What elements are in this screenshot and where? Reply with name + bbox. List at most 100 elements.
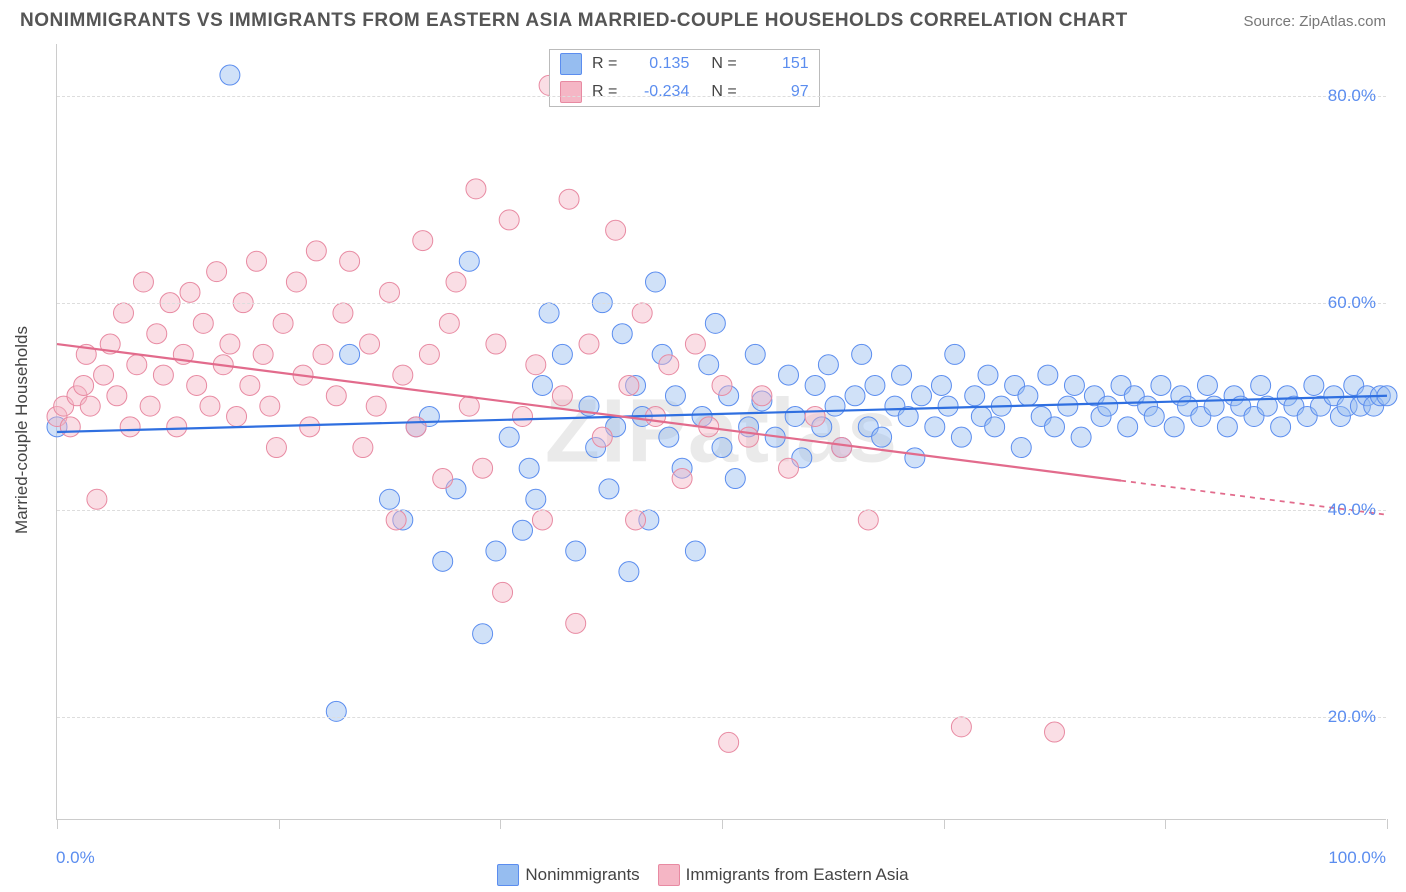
data-point <box>1271 417 1291 437</box>
data-point <box>539 303 559 323</box>
data-point <box>273 313 293 333</box>
data-point <box>566 541 586 561</box>
data-point <box>433 469 453 489</box>
data-point <box>253 344 273 364</box>
scatter-plot <box>57 44 1386 819</box>
data-point <box>87 489 107 509</box>
data-point <box>207 262 227 282</box>
data-point <box>951 427 971 447</box>
data-point <box>1064 375 1084 395</box>
data-point <box>745 344 765 364</box>
x-tick <box>57 819 58 829</box>
data-point <box>433 551 453 571</box>
data-point <box>1011 438 1031 458</box>
data-point <box>925 417 945 437</box>
data-point <box>360 334 380 354</box>
data-point <box>672 469 692 489</box>
data-point <box>446 272 466 292</box>
data-point <box>499 210 519 230</box>
data-point <box>180 282 200 302</box>
data-point <box>892 365 912 385</box>
data-point <box>532 375 552 395</box>
data-point <box>306 241 326 261</box>
y-tick-label: 60.0% <box>1328 293 1376 313</box>
y-axis-title: Married-couple Households <box>12 326 32 534</box>
stats-row: R =0.135N =151 <box>550 50 819 78</box>
data-point <box>353 438 373 458</box>
data-point <box>187 375 207 395</box>
data-point <box>80 396 100 416</box>
data-point <box>286 272 306 292</box>
data-point <box>200 396 220 416</box>
data-point <box>127 355 147 375</box>
data-point <box>366 396 386 416</box>
stat-n-label: N = <box>711 55 736 73</box>
data-point <box>646 272 666 292</box>
data-point <box>513 520 533 540</box>
x-tick <box>944 819 945 829</box>
legend-swatch <box>658 864 680 886</box>
grid-line <box>57 510 1386 511</box>
data-point <box>1217 417 1237 437</box>
data-point <box>626 510 646 530</box>
data-point <box>559 189 579 209</box>
data-point <box>612 324 632 344</box>
data-point <box>1204 396 1224 416</box>
stat-r-value: 0.135 <box>627 55 689 73</box>
data-point <box>380 489 400 509</box>
data-point <box>832 438 852 458</box>
legend-item: Immigrants from Eastern Asia <box>658 864 909 886</box>
data-point <box>1197 375 1217 395</box>
data-point <box>951 717 971 737</box>
data-point <box>220 65 240 85</box>
data-point <box>659 355 679 375</box>
data-point <box>552 344 572 364</box>
data-point <box>1071 427 1091 447</box>
data-point <box>1045 417 1065 437</box>
data-point <box>419 344 439 364</box>
x-tick <box>1165 819 1166 829</box>
data-point <box>486 541 506 561</box>
x-tick <box>500 819 501 829</box>
data-point <box>931 375 951 395</box>
data-point <box>326 386 346 406</box>
data-point <box>340 344 360 364</box>
data-point <box>852 344 872 364</box>
data-point <box>114 303 134 323</box>
data-point <box>107 386 127 406</box>
data-point <box>340 251 360 271</box>
stat-r-label: R = <box>592 83 617 101</box>
data-point <box>825 396 845 416</box>
data-point <box>712 375 732 395</box>
stat-n-value: 151 <box>747 55 809 73</box>
data-point <box>785 406 805 426</box>
stat-n-label: N = <box>711 83 736 101</box>
source-label: Source: ZipAtlas.com <box>1243 13 1386 30</box>
data-point <box>473 624 493 644</box>
data-point <box>619 562 639 582</box>
data-point <box>606 220 626 240</box>
data-point <box>779 365 799 385</box>
data-point <box>659 427 679 447</box>
stats-legend-box: R = 0.135 N = 151 R =-0.234N =97 <box>549 49 820 107</box>
data-point <box>1304 375 1324 395</box>
legend-swatch <box>560 81 582 103</box>
data-point <box>459 251 479 271</box>
data-point <box>493 582 513 602</box>
data-point <box>326 701 346 721</box>
data-point <box>805 406 825 426</box>
data-point <box>526 489 546 509</box>
data-point <box>94 365 114 385</box>
data-point <box>120 417 140 437</box>
legend-label: Nonimmigrants <box>525 865 639 885</box>
data-point <box>719 732 739 752</box>
data-point <box>1144 406 1164 426</box>
data-point <box>805 375 825 395</box>
stats-row: R =-0.234N =97 <box>550 78 819 106</box>
data-point <box>858 510 878 530</box>
data-point <box>1038 365 1058 385</box>
data-point <box>945 344 965 364</box>
data-point <box>240 375 260 395</box>
data-point <box>74 375 94 395</box>
x-tick <box>279 819 280 829</box>
